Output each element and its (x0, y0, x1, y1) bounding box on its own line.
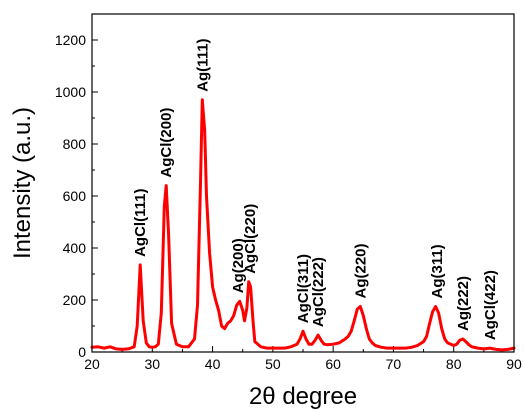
x-tick-label: 90 (506, 356, 522, 372)
peak-label: AgCl(222) (310, 257, 327, 327)
y-tick-label: 1000 (55, 84, 86, 100)
plot-frame (91, 13, 515, 353)
peak-label: Ag(111) (194, 38, 211, 91)
y-tick-label: 1200 (55, 32, 86, 48)
x-tick-label: 80 (446, 356, 462, 372)
tick-labels-layer: 20 30 40 50 60 70 80 90 0 200 400 600 800 1000 1200 (55, 32, 522, 372)
peak-label: Ag(311) (429, 244, 446, 298)
x-axis-title: 2θ degree (249, 383, 357, 409)
peak-label: AgCl(111) (132, 189, 149, 257)
peak-label: AgCl(311) (295, 254, 312, 323)
x-tick-label: 70 (386, 356, 402, 372)
x-tick-label: 20 (84, 356, 100, 372)
y-tick-label: 800 (63, 136, 87, 152)
peak-label: AgCl(422) (482, 270, 499, 340)
x-tick-label: 40 (205, 356, 221, 372)
x-tick-label: 50 (265, 356, 281, 372)
series-line (90, 98, 516, 352)
x-tick-label: 60 (325, 356, 341, 372)
peak-label: Ag(220) (352, 243, 369, 298)
peak-label: Ag(200) (230, 238, 247, 293)
peak-label: AgCl(220) (242, 204, 259, 274)
peak-label: AgCl(200) (158, 108, 175, 178)
x-tick-label: 30 (144, 356, 160, 372)
y-axis-title: Intensity (a.u.) (9, 107, 36, 259)
y-tick-label: 0 (78, 344, 86, 360)
y-tick-label: 600 (63, 188, 87, 204)
annotations-layer: AgCl(111) AgCl(200) Ag(111) Ag(200)AgCl(220… (132, 38, 499, 340)
y-tick-label: 400 (63, 240, 87, 256)
y-tick-label: 200 (63, 292, 87, 308)
peak-label: Ag(222) (455, 276, 472, 331)
